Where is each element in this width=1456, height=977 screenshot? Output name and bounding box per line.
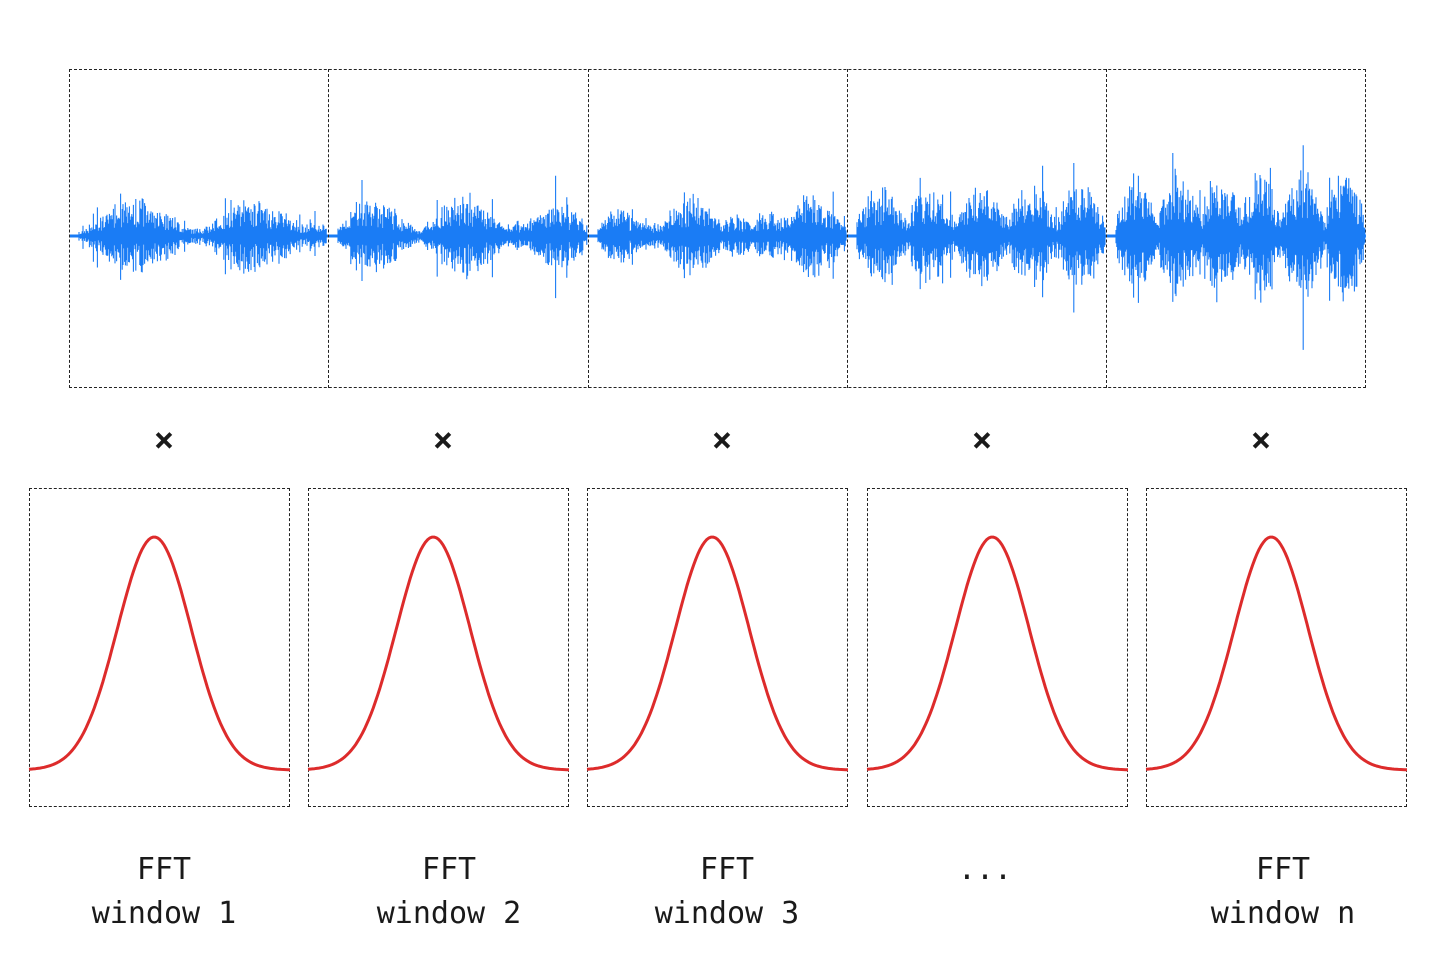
segment-divider-3 [847,69,848,388]
window-function-curve-1 [28,535,290,772]
window-box-1 [29,488,290,807]
waveform-segment-4 [856,163,1106,313]
window-function-curve-4 [866,535,1128,772]
window-function-curve-5 [1145,535,1407,772]
window-label-4: ... [855,848,1115,892]
window-box-4 [867,488,1128,807]
window-label-3: FFT window 3 [597,848,857,936]
window-label-3-bottom: window 3 [654,896,800,931]
window-label-1-top: FFT [136,852,192,887]
multiply-sign-4: × [971,420,993,460]
waveform-segment-5 [1115,145,1366,350]
window-label-2: FFT window 2 [319,848,579,936]
window-label-5-top: FFT [1255,852,1311,887]
segment-divider-1 [328,69,329,388]
multiply-sign-5: × [1250,420,1272,460]
waveform-frame [69,69,1366,388]
window-label-4-bottom: ... [957,852,1013,887]
segment-divider-4 [1106,69,1107,388]
segment-divider-2 [588,69,589,388]
window-label-3-top: FFT [699,852,755,887]
multiply-sign-3: × [711,420,733,460]
window-box-2 [308,488,569,807]
window-label-1: FFT window 1 [34,848,294,936]
window-label-2-bottom: window 2 [376,896,522,931]
multiply-sign-1: × [153,420,175,460]
window-label-2-top: FFT [421,852,477,887]
window-box-3 [587,488,848,807]
window-function-curve-3 [586,535,848,772]
window-label-5: FFT window n [1153,848,1413,936]
window-label-5-bottom: window n [1210,896,1356,931]
multiply-sign-2: × [432,420,454,460]
window-label-1-bottom: window 1 [91,896,237,931]
window-function-curve-2 [307,535,569,772]
window-box-5 [1146,488,1407,807]
